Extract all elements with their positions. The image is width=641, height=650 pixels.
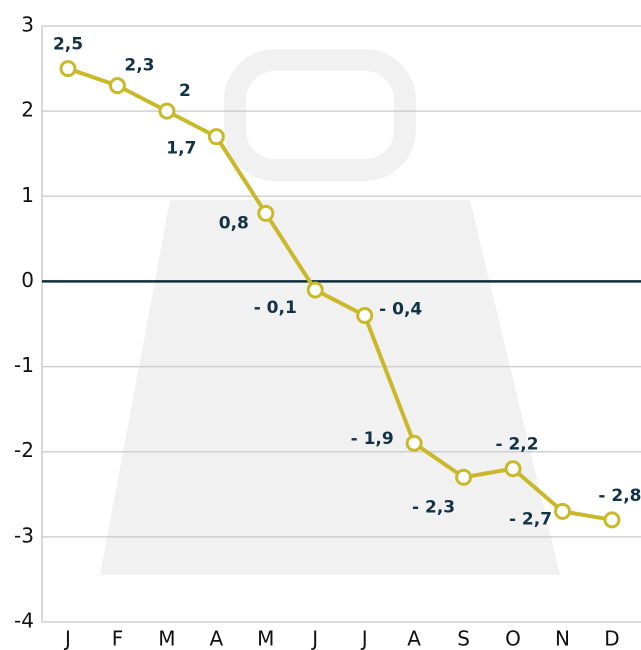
y-tick-label: 2 — [21, 98, 34, 122]
value-label: 2,3 — [124, 56, 154, 76]
point — [306, 281, 324, 299]
x-tick-label: M — [158, 627, 175, 650]
point — [554, 502, 571, 520]
x-tick-label: J — [63, 627, 71, 650]
x-tick-label: A — [210, 627, 224, 650]
value-label: 0,8 — [219, 213, 249, 233]
value-label: - 2,8 — [598, 486, 641, 506]
x-tick-label: M — [257, 627, 274, 650]
value-label: - 0,4 — [379, 299, 422, 319]
value-label: - 1,9 — [351, 429, 394, 449]
value-label: - 2,2 — [496, 435, 539, 455]
value-label: - 2,7 — [509, 509, 552, 529]
y-tick-label: -3 — [14, 523, 34, 547]
y-tick-label: -1 — [14, 353, 34, 377]
y-tick-label: -2 — [14, 438, 34, 462]
point — [405, 434, 423, 452]
y-tick-label: -4 — [14, 609, 34, 633]
line — [67, 66, 613, 522]
x-tick-label: J — [310, 627, 318, 650]
x-tick-label: N — [555, 627, 570, 650]
point — [158, 102, 176, 120]
x-tick-label: J — [360, 627, 368, 650]
x-tick-label: A — [407, 627, 421, 650]
y-tick-label: 1 — [21, 183, 34, 207]
value-label: 1,7 — [166, 139, 196, 159]
point — [504, 460, 522, 478]
x-tick-label: F — [112, 627, 124, 650]
value-label: 2,5 — [53, 35, 83, 55]
background-icon — [100, 49, 560, 575]
x-tick-label: O — [505, 627, 521, 650]
y-tick-label: 3 — [21, 13, 34, 37]
x-tick-label: S — [457, 627, 470, 650]
point — [59, 60, 77, 78]
point — [356, 306, 374, 324]
point — [257, 204, 275, 222]
y-tick-label: 0 — [21, 268, 34, 292]
point — [207, 128, 225, 146]
point — [108, 77, 126, 95]
point — [603, 511, 621, 529]
value-label: - 2,3 — [412, 497, 455, 517]
value-label: - 0,1 — [254, 298, 297, 318]
point — [455, 468, 473, 486]
x-tick-label: D — [604, 627, 619, 650]
value-label: 2 — [179, 81, 191, 101]
